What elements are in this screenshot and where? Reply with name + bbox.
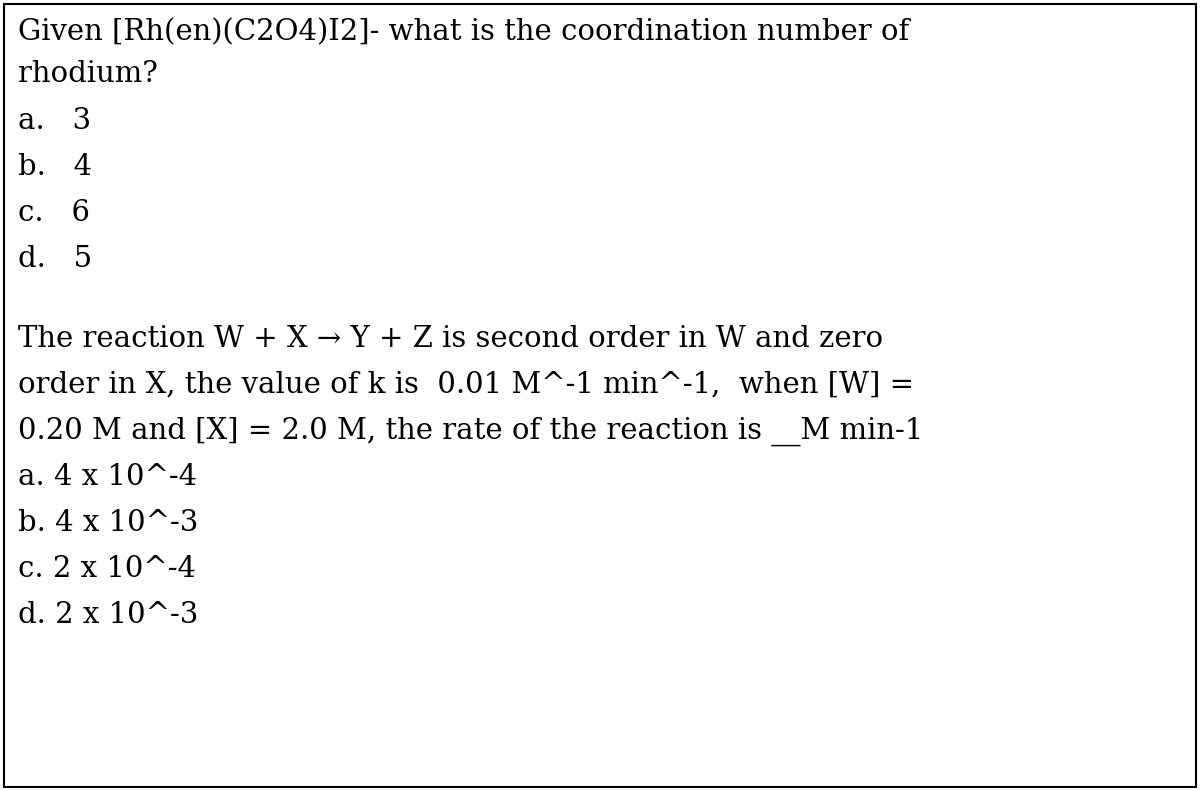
Text: d.   5: d. 5 bbox=[18, 245, 92, 273]
Text: 0.20 M and [X] = 2.0 M, the rate of the reaction is __M min-1: 0.20 M and [X] = 2.0 M, the rate of the … bbox=[18, 417, 923, 446]
Text: a. 4 x 10^-4: a. 4 x 10^-4 bbox=[18, 463, 197, 491]
Text: The reaction W + X → Y + Z is second order in W and zero: The reaction W + X → Y + Z is second ord… bbox=[18, 325, 883, 353]
Text: b.   4: b. 4 bbox=[18, 153, 92, 181]
Text: b. 4 x 10^-3: b. 4 x 10^-3 bbox=[18, 509, 198, 537]
Text: d. 2 x 10^-3: d. 2 x 10^-3 bbox=[18, 601, 198, 629]
Text: a.   3: a. 3 bbox=[18, 107, 91, 135]
Text: Given [Rh(en)(C2O4)I2]- what is the coordination number of: Given [Rh(en)(C2O4)I2]- what is the coor… bbox=[18, 18, 910, 46]
Text: c.   6: c. 6 bbox=[18, 199, 90, 227]
Text: c. 2 x 10^-4: c. 2 x 10^-4 bbox=[18, 555, 196, 583]
Text: order in X, the value of k is  0.01 M^-1 min^-1,  when [W] =: order in X, the value of k is 0.01 M^-1 … bbox=[18, 371, 914, 399]
Text: rhodium?: rhodium? bbox=[18, 60, 158, 88]
